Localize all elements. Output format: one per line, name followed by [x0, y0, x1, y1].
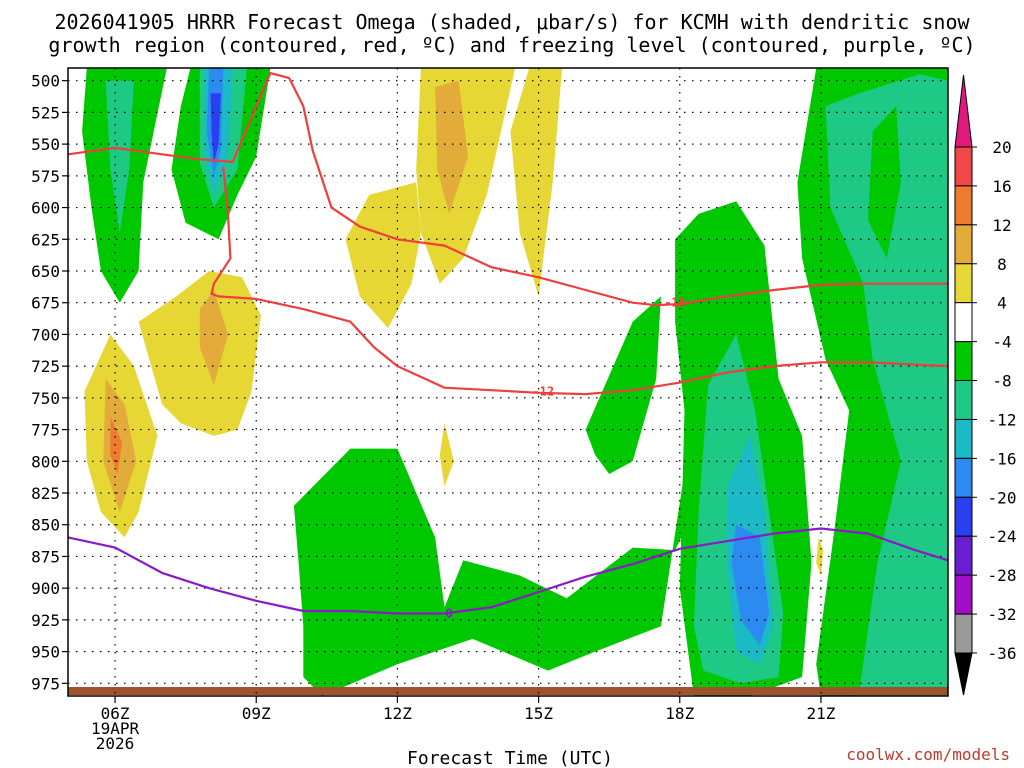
colorbar-bottom-triangle	[954, 652, 973, 696]
y-tick-label: 925	[31, 611, 60, 630]
omega-region	[345, 182, 421, 329]
colorbar: 20 16 12 8 4 -4 -8 -12 -16 -20 -24 -28 -32 -36	[954, 74, 1017, 696]
omega-region	[435, 80, 468, 214]
colorbar-label: -28	[988, 566, 1017, 585]
colorbar-swatch	[954, 302, 973, 343]
contour-label: 0	[446, 607, 453, 621]
colorbar-label: -16	[988, 449, 1017, 468]
y-tick-label: 550	[31, 135, 60, 154]
colorbar-swatch	[954, 613, 973, 654]
colorbar-label: 16	[992, 177, 1011, 196]
y-tick-label: 750	[31, 389, 60, 408]
x-axis-label: Forecast Time (UTC)	[407, 748, 613, 768]
plot-area: -15 -12 0	[67, 67, 949, 697]
x-tick-label: 21Z	[806, 704, 835, 723]
y-tick-label: 500	[31, 72, 60, 91]
colorbar-swatch	[954, 185, 973, 226]
omega-region	[731, 524, 770, 646]
y-tick-label: 675	[31, 294, 60, 313]
y-tick-label: 775	[31, 421, 60, 440]
omega-region	[439, 423, 454, 487]
colorbar-swatch	[954, 224, 973, 265]
contour-line	[67, 71, 948, 307]
colorbar-label: -8	[992, 372, 1011, 391]
colorbar-label: 20	[992, 138, 1011, 157]
x-tick-label: 12Z	[383, 704, 412, 723]
colorbar-swatch	[954, 263, 973, 304]
y-tick-label: 975	[31, 674, 60, 693]
x-tick-label: 15Z	[524, 704, 553, 723]
colorbar-label: -24	[988, 527, 1017, 546]
omega-region	[825, 74, 948, 697]
chart-title-line-1: 2026041905 HRRR Forecast Omega (shaded, …	[54, 10, 970, 34]
x-tick-label: 09Z	[242, 704, 271, 723]
y-tick-label: 625	[31, 230, 60, 249]
contours: -15 -12 0	[67, 71, 949, 621]
y-tick-label: 850	[31, 516, 60, 535]
colorbar-label: -4	[992, 333, 1011, 352]
y-tick-label: 900	[31, 579, 60, 598]
colorbar-swatch	[954, 146, 973, 187]
colorbar-swatch	[954, 574, 973, 615]
plot-frame	[67, 67, 949, 697]
omega-region	[105, 80, 134, 233]
omega-region	[138, 271, 261, 436]
y-axis: 500 525 550 575 600 625 650 675 700 725 750 775 800 8…	[31, 72, 68, 693]
colorbar-swatch	[954, 418, 973, 459]
omega-region	[510, 68, 563, 297]
chart-title-line-2: growth region (contoured, red, ºC) and f…	[48, 33, 975, 57]
x-tick-label: 18Z	[665, 704, 694, 723]
y-tick-label: 725	[31, 357, 60, 376]
y-tick-label: 650	[31, 262, 60, 281]
colorbar-label: 12	[992, 216, 1011, 235]
y-tick-label: 700	[31, 325, 60, 344]
x-tick-label: 19APR	[91, 719, 140, 738]
colorbar-swatch	[954, 496, 973, 537]
contour-line	[210, 166, 949, 396]
grid	[68, 68, 948, 696]
y-tick-label: 575	[31, 167, 60, 186]
ground-surface-bar	[68, 687, 948, 695]
contour-label: -15	[664, 296, 686, 310]
omega-region	[110, 416, 123, 474]
colorbar-swatch	[954, 457, 973, 498]
contour-line	[67, 527, 949, 615]
omega-region	[199, 290, 228, 386]
credit-text[interactable]: coolwx.com/models	[846, 745, 1010, 764]
colorbar-label: 8	[997, 255, 1007, 274]
y-tick-label: 525	[31, 103, 60, 122]
contour-label: -12	[532, 385, 554, 399]
colorbar-swatch	[954, 380, 973, 420]
x-tick-label: 06Z	[101, 704, 130, 723]
colorbar-swatch	[954, 341, 973, 382]
colorbar-label: -36	[988, 644, 1017, 663]
y-tick-label: 875	[31, 547, 60, 566]
colorbar-label: -20	[988, 488, 1017, 507]
y-tick-label: 600	[31, 199, 60, 218]
colorbar-label: -32	[988, 605, 1017, 624]
colorbar-top-triangle	[954, 74, 973, 148]
omega-shading	[82, 68, 948, 697]
colorbar-label: -12	[988, 410, 1017, 429]
y-tick-label: 800	[31, 452, 60, 471]
colorbar-swatch	[954, 535, 973, 576]
x-tick-label: 2026	[96, 734, 135, 753]
omega-region	[816, 537, 824, 576]
omega-region	[210, 93, 221, 164]
omega-region	[293, 410, 694, 696]
y-tick-label: 950	[31, 643, 60, 662]
y-tick-label: 825	[31, 484, 60, 503]
colorbar-label: 4	[997, 294, 1007, 313]
